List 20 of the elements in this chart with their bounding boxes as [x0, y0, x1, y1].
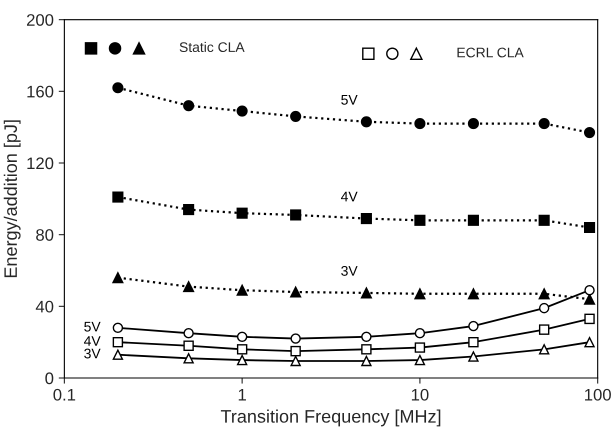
annotation: Static CLA: [180, 42, 245, 52]
series-label: 4V: [84, 336, 101, 346]
x-axis-title: Transition Frequency [MHz]: [220, 410, 440, 426]
x-tick-label: 1: [238, 389, 246, 400]
series-label: 4V: [340, 192, 358, 202]
x-tick-label: 10: [412, 388, 429, 401]
y-tick-label: 160: [27, 86, 54, 98]
y-axis-title: Energy/addition [pJ]: [4, 120, 21, 278]
y-tick-label: 120: [27, 157, 54, 170]
y-tick-label: 0: [45, 372, 54, 384]
y-tick-label: 40: [36, 300, 54, 313]
x-tick-label: 100: [585, 388, 611, 401]
series-label: 5V: [84, 322, 101, 332]
series-label: 3V: [84, 348, 101, 358]
x-tick-label: 0.1: [53, 388, 76, 401]
y-tick-label: 80: [36, 229, 54, 241]
y-tick-label: 200: [26, 14, 54, 26]
annotation: ECRL CLA: [457, 48, 524, 58]
series-label: 5V: [341, 95, 358, 105]
series-label: 3V: [341, 266, 358, 276]
